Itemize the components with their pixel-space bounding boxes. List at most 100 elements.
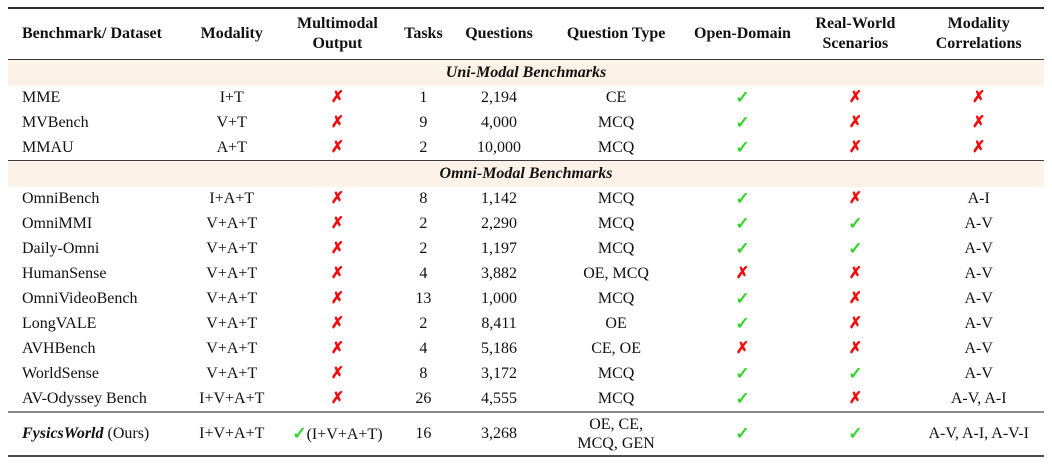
table-cell: ✓ (688, 86, 798, 111)
table-row: Daily-Omni V+A+T ✗ 2 1,197 MCQ ✓ ✓ A-V (8, 237, 1044, 262)
benchmark-name: Daily-Omni (22, 240, 100, 258)
check-icon: ✓ (735, 87, 750, 107)
table-row: MME I+T ✗ 1 2,194 CE ✓ ✗ ✗ (8, 86, 1044, 111)
section-header-row: Uni-Modal Benchmarks (8, 59, 1044, 86)
table-cell: 3,172 (481, 365, 518, 383)
table-cell: A-V, A-I, A-V-I (928, 425, 1029, 443)
table-row-ours: FysicsWorld (Ours) I+V+A+T ✓(I+V+A+T) 16 3,2… (8, 411, 1044, 457)
cross-icon: ✗ (330, 365, 345, 383)
table-cell: V+A+T (206, 240, 258, 258)
table-cell: V+A+T (206, 215, 258, 233)
table-cell: CE (605, 89, 627, 107)
table-cell: ✗ (282, 287, 394, 312)
check-icon: ✓ (735, 112, 750, 132)
table-cell: A-V (964, 240, 993, 258)
cross-icon: ✗ (972, 114, 986, 132)
table-cell: MCQ (597, 365, 635, 383)
table-cell: 2,290 (481, 215, 518, 233)
table-cell: 2 (419, 215, 428, 233)
table-cell: A-V (964, 215, 993, 233)
table-cell: 5,186 (481, 340, 518, 358)
table-cell: ✗ (797, 187, 913, 212)
table-cell: I+V+A+T (199, 425, 265, 443)
table-cell: 4 (419, 340, 428, 358)
table-cell: ✗ (282, 136, 394, 161)
table-cell: V+T (216, 114, 247, 132)
check-icon: ✓ (735, 137, 750, 157)
section-header-row: Omni-Modal Benchmarks (8, 160, 1044, 187)
table-header: Benchmark/ Dataset Modality Multimodal Out… (8, 8, 1044, 60)
table-cell: ✓ (688, 237, 798, 262)
table-cell: 1,000 (481, 290, 518, 308)
table-cell: MCQ (597, 215, 635, 233)
table-cell: V+A+T (206, 315, 258, 333)
table-cell: ✓ (688, 362, 798, 387)
table-cell: ✗ (797, 387, 913, 412)
cross-icon: ✗ (972, 89, 986, 107)
check-icon: ✓ (735, 188, 750, 208)
cross-icon: ✗ (330, 290, 345, 308)
cross-icon: ✗ (330, 265, 345, 283)
section-title: Uni-Modal Benchmarks (8, 59, 1044, 86)
table-cell: ✗ (913, 86, 1044, 111)
table-cell: OE (605, 315, 627, 333)
table-cell: ✗ (282, 86, 394, 111)
benchmark-name: OmniMMI (22, 215, 93, 233)
table-cell: ✓(I+V+A+T) (292, 423, 383, 443)
table-row: AVHBench V+A+T ✗ 4 5,186 CE, OE ✗ ✗ A-V (8, 337, 1044, 362)
table-cell: 2 (419, 240, 428, 258)
table-row: OmniBench I+A+T ✗ 8 1,142 MCQ ✓ ✗ A-I (8, 187, 1044, 212)
cross-icon: ✗ (848, 114, 863, 132)
table-cell: 1 (419, 89, 428, 107)
table-cell: 4,555 (481, 390, 518, 408)
cross-icon: ✗ (330, 240, 345, 258)
column-header: Modality Correlations (935, 15, 1022, 52)
cross-icon: ✗ (848, 139, 863, 157)
table-row: OmniVideoBench V+A+T ✗ 13 1,000 MCQ ✓ ✗ A-V (8, 287, 1044, 312)
column-header: Open-Domain (694, 25, 791, 42)
column-header: Real-World Scenarios (815, 15, 896, 52)
cross-icon: ✗ (330, 139, 345, 157)
table-cell: MCQ (597, 139, 635, 157)
header-row: Benchmark/ Dataset Modality Multimodal Out… (8, 8, 1044, 60)
cross-icon: ✗ (848, 89, 863, 107)
table-row: MVBench V+T ✗ 9 4,000 MCQ ✓ ✗ ✗ (8, 111, 1044, 136)
table-cell: ✓ (688, 312, 798, 337)
table-cell: V+A+T (206, 365, 258, 383)
cross-icon: ✗ (848, 265, 863, 283)
table-cell: ✗ (282, 187, 394, 212)
table-cell: ✗ (797, 111, 913, 136)
table-cell: 26 (415, 390, 432, 408)
benchmark-name: MMAU (22, 139, 74, 157)
table-cell: ✗ (282, 111, 394, 136)
table-cell: ✓ (797, 362, 913, 387)
benchmark-name: OmniBench (22, 190, 100, 208)
check-icon: ✓ (735, 313, 750, 333)
table-body: Uni-Modal Benchmarks MME I+T ✗ 1 2,194 CE ✓ ✗ ✗ MV… (8, 59, 1044, 457)
table-cell: A-V, A-I (950, 390, 1007, 408)
table-row: MMAU A+T ✗ 2 10,000 MCQ ✓ ✗ ✗ (8, 136, 1044, 161)
table-cell: ✓ (688, 136, 798, 161)
column-header: Modality (200, 25, 263, 42)
table-cell: ✗ (688, 262, 798, 287)
table-cell: A-V (964, 265, 993, 283)
cross-icon: ✗ (848, 190, 863, 208)
table-cell: 3,882 (481, 265, 518, 283)
table-cell: 4 (419, 265, 428, 283)
table-cell: 2,194 (481, 89, 518, 107)
table-cell: ✗ (797, 136, 913, 161)
cross-icon: ✗ (330, 340, 345, 358)
cross-icon: ✗ (330, 390, 345, 408)
table-cell: 2 (419, 139, 428, 157)
benchmark-name: HumanSense (22, 265, 107, 283)
table-cell: ✗ (282, 262, 394, 287)
cross-icon: ✗ (330, 89, 345, 107)
check-icon: ✓ (735, 213, 750, 233)
table-cell: 8 (419, 365, 428, 383)
table-cell: 2 (419, 315, 428, 333)
table-row: LongVALE V+A+T ✗ 2 8,411 OE ✓ ✗ A-V (8, 312, 1044, 337)
benchmark-name: OmniVideoBench (22, 290, 138, 308)
cross-icon: ✗ (330, 114, 345, 132)
check-icon: ✓ (735, 423, 750, 443)
table-cell: I+V+A+T (199, 390, 265, 408)
